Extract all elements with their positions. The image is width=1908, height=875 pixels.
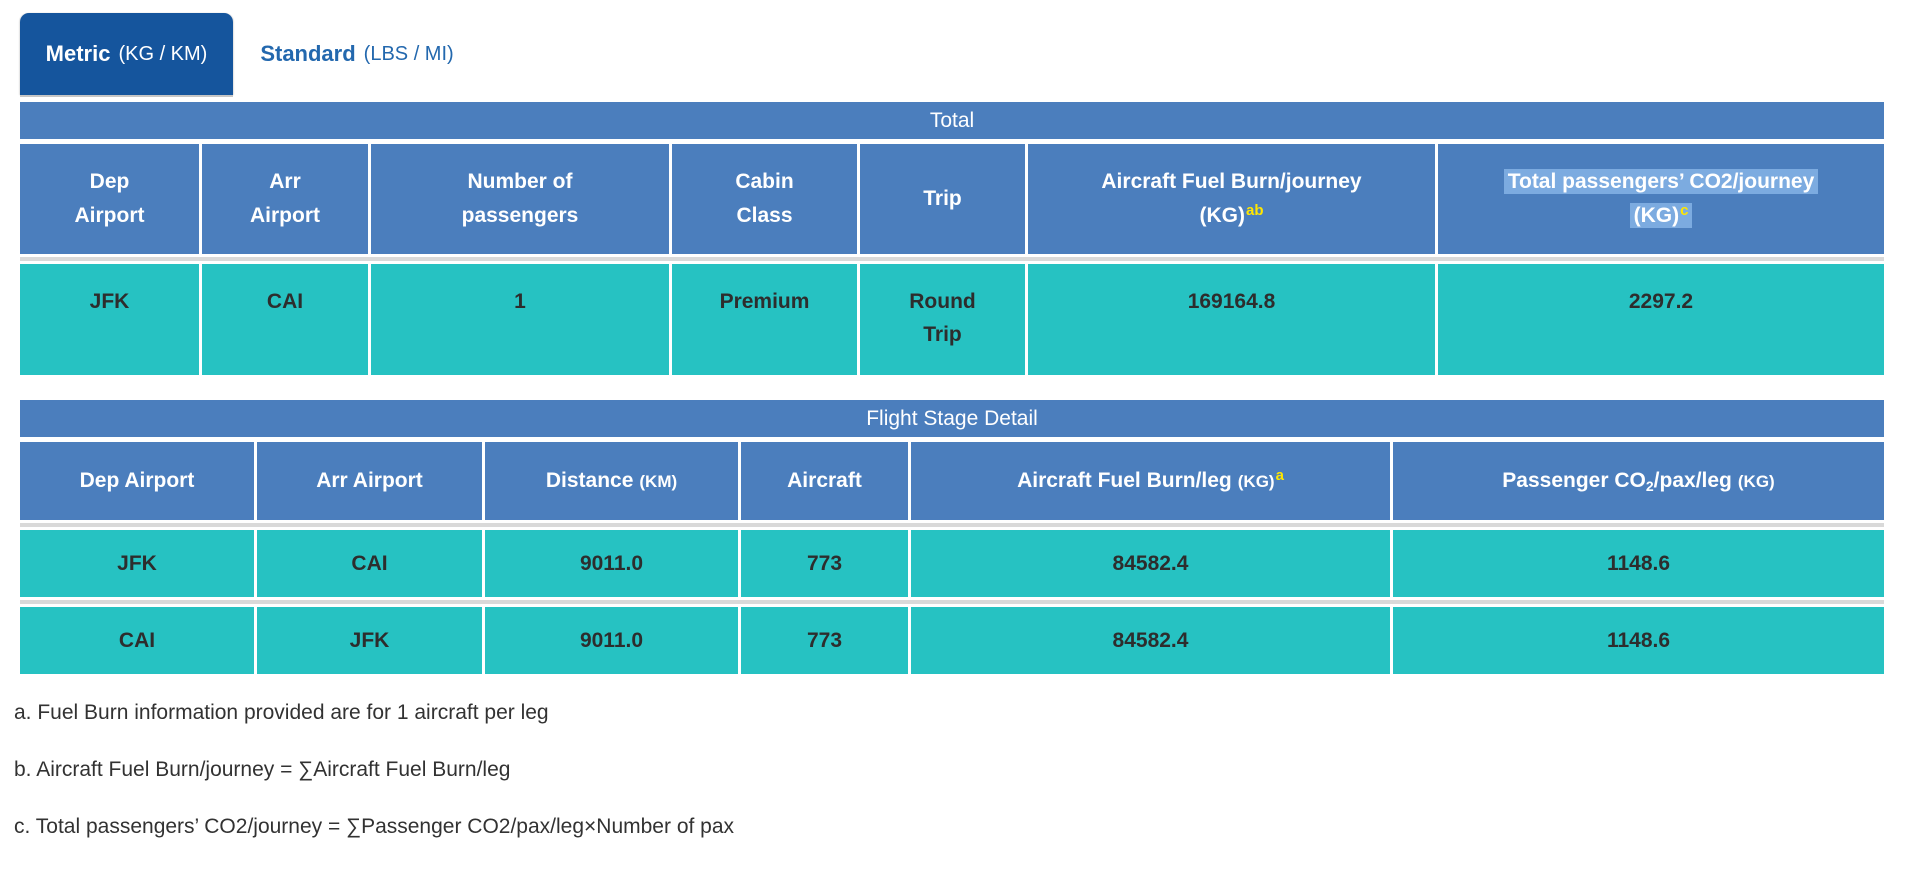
footnote-ref-c: c [1680,202,1689,219]
cell-total-passengers-co2: 2297.2 [1438,264,1884,375]
cell-number-of-passengers: 1 [371,264,669,375]
cell-arr-airport: JFK [257,607,482,674]
row-divider [20,254,1884,264]
cell-aircraft: 773 [741,607,908,674]
selected-text: Total passengers’ CO2/journey [1503,169,1819,194]
row-divider [20,520,1884,530]
cell-aircraft: 773 [741,530,908,597]
tab-standard-unit: (LBS / MI) [363,42,454,65]
cell-passenger-co2: 1148.6 [1393,530,1884,597]
tab-standard-label: Standard [260,41,356,66]
flight-stage-row: CAI JFK 9011.0 773 84582.4 1148.6 [20,607,1884,674]
header-cabin-class: Cabin Class [672,144,857,254]
flight-stage-table: Flight Stage Detail Dep Airport Arr Airp… [20,400,1884,674]
cell-fuel-burn-leg: 84582.4 [911,607,1390,674]
cell-distance: 9011.0 [485,530,738,597]
row-divider [20,597,1884,607]
header-fuel-burn-journey: Aircraft Fuel Burn/journey (KG)ab [1028,144,1435,254]
cell-arr-airport: CAI [257,530,482,597]
header-trip: Trip [860,144,1025,254]
flight-stage-row: JFK CAI 9011.0 773 84582.4 1148.6 [20,530,1884,597]
cell-fuel-burn-leg: 84582.4 [911,530,1390,597]
header-number-of-passengers: Number of passengers [371,144,669,254]
cell-trip: Round Trip [860,264,1025,375]
header-fuel-burn-leg: Aircraft Fuel Burn/leg (KG)a [911,442,1390,520]
tab-standard[interactable]: Standard (LBS / MI) [233,13,481,95]
cell-dep-airport: JFK [20,264,199,375]
header-arr-airport: Arr Airport [257,442,482,520]
header-total-passengers-co2-journey: Total passengers’ CO2/journey (KG)c [1438,144,1884,254]
flight-stage-header-row: Dep Airport Arr Airport Distance (KM) Air… [20,442,1884,520]
cell-distance: 9011.0 [485,607,738,674]
tab-metric[interactable]: Metric (KG / KM) [20,13,233,95]
header-passenger-co2-pax-leg: Passenger CO2/pax/leg (KG) [1393,442,1884,520]
tab-metric-unit: (KG / KM) [118,42,208,65]
tab-metric-label: Metric [45,41,111,66]
cell-passenger-co2: 1148.6 [1393,607,1884,674]
footnote-a: a. Fuel Burn information provided are fo… [14,701,549,724]
header-dep-airport: Dep Airport [20,442,254,520]
total-table-header-row: Dep Airport Arr Airport Number of passen… [20,144,1884,254]
header-arr-airport: Arr Airport [202,144,368,254]
total-table: Total Dep Airport Arr Airport Number of … [20,102,1884,375]
footnotes: a. Fuel Burn information provided are fo… [14,701,1908,839]
unit-tabs: Metric (KG / KM) Standard (LBS / MI) [20,13,1908,95]
cell-fuel-burn-journey: 169164.8 [1028,264,1435,375]
cell-cabin-class: Premium [672,264,857,375]
footnote-ref-ab: ab [1245,202,1264,219]
footnote-c: c. Total passengers’ CO2/journey = ∑Pass… [14,815,735,838]
header-distance: Distance (KM) [485,442,738,520]
cell-arr-airport: CAI [202,264,368,375]
total-table-title: Total [20,102,1884,139]
footnote-ref-a: a [1275,466,1284,484]
header-aircraft: Aircraft [741,442,908,520]
flight-stage-table-title: Flight Stage Detail [20,400,1884,437]
selected-text: (KG)c [1629,202,1693,228]
footnote-b: b. Aircraft Fuel Burn/journey = ∑Aircraf… [14,758,511,781]
cell-dep-airport: JFK [20,530,254,597]
total-table-data-row: JFK CAI 1 Premium Round Trip 169164.8 22… [20,264,1884,375]
header-dep-airport: Dep Airport [20,144,199,254]
cell-dep-airport: CAI [20,607,254,674]
